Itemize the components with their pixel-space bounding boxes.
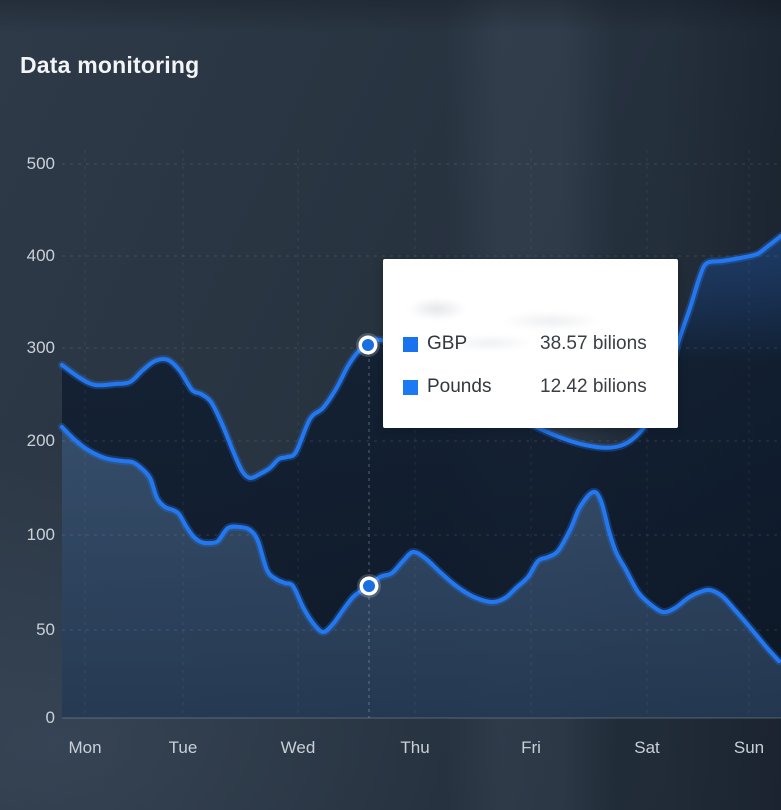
gbp-swatch-icon (403, 336, 418, 352)
y-axis-label-500: 500 (26, 154, 55, 173)
y-axis-label-100: 100 (26, 525, 55, 544)
y-axis-label-50: 50 (36, 620, 55, 639)
y-axis-label-400: 400 (26, 246, 55, 265)
x-axis-label-thu: Thu (400, 738, 430, 757)
x-axis-label-sat: Sat (634, 738, 660, 757)
pounds-area (62, 427, 781, 718)
gbp-line[interactable] (60, 234, 781, 481)
x-axis-label-tue: Tue (168, 738, 198, 757)
pounds-swatch-icon (403, 379, 418, 395)
y-axis-label-200: 200 (26, 431, 55, 450)
tooltip-ghost-text (401, 281, 631, 351)
tooltip-gbp-value: 38.57 bilions (540, 333, 647, 354)
tooltip-gbp-label: GBP (427, 333, 468, 354)
x-axis-label-mon: Mon (68, 738, 102, 757)
tooltip-pounds-label: Pounds (427, 376, 492, 397)
x-axis-label-wed: Wed (280, 738, 316, 757)
y-axis-label-0: 0 (45, 708, 55, 727)
pounds-line[interactable] (60, 425, 781, 663)
page-title: Data monitoring (20, 52, 200, 78)
y-axis-label-300: 300 (26, 338, 55, 357)
tooltip-pounds-value: 12.42 bilions (540, 376, 647, 397)
tooltip-row-gbp: GBP 38.57 bilions (403, 333, 660, 355)
gbp-highlight-marker[interactable] (362, 339, 374, 351)
chart-tooltip: GBP 38.57 bilions Pounds 12.42 bilions (383, 259, 678, 428)
pounds-highlight-marker[interactable] (363, 580, 375, 592)
tooltip-row-pounds: Pounds 12.42 bilions (403, 376, 660, 398)
x-axis-label-fri: Fri (521, 738, 541, 757)
x-axis-label-sun: Sun (733, 738, 765, 757)
